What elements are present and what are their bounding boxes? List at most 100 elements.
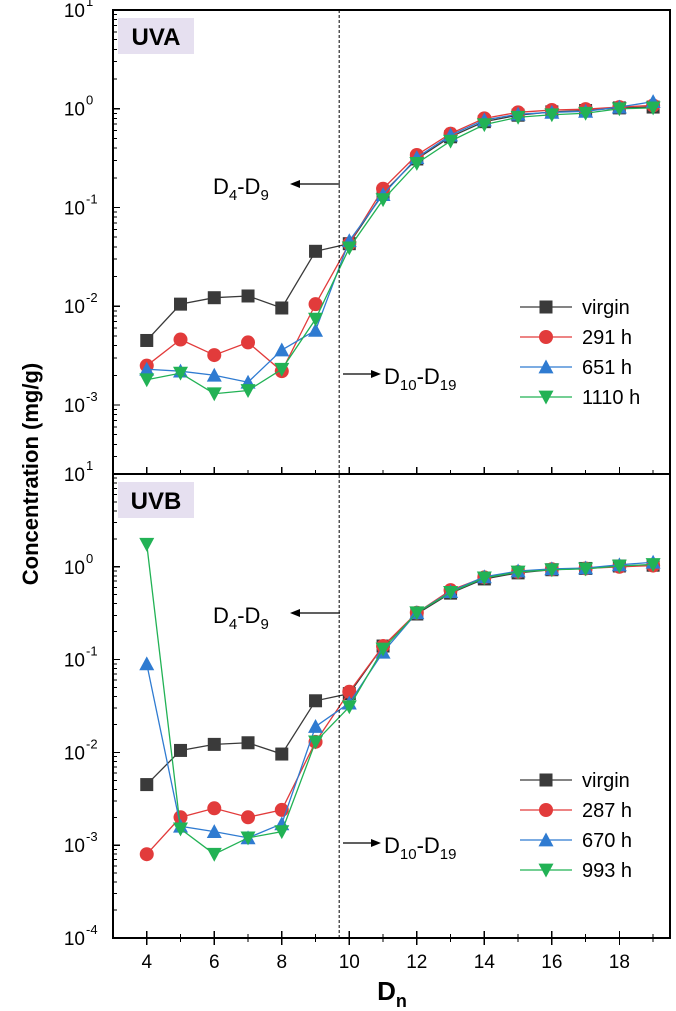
uvb-panel-legend-marker bbox=[539, 803, 553, 817]
uva-panel-legend-marker bbox=[539, 330, 553, 344]
uvb-panel-ann1-sub1: 4 bbox=[229, 616, 237, 633]
uvb-panel-x-tick-label: 12 bbox=[406, 952, 427, 973]
uvb-panel-y-tick-label: 10 bbox=[64, 929, 85, 950]
uva-panel-y-tick-base: 10 bbox=[64, 100, 85, 121]
uva-panel-y-tick-label: 10 bbox=[64, 1, 85, 22]
uvb-panel-y-tick-exp: 1 bbox=[86, 458, 93, 473]
uva-panel-point bbox=[308, 322, 324, 337]
uvb-panel-ann1-sub2: 9 bbox=[260, 616, 268, 633]
uva-panel-y-tick-exp: 0 bbox=[86, 93, 93, 108]
uva-panel-point bbox=[207, 348, 222, 363]
x-axis-label-sub: n bbox=[396, 991, 407, 1011]
uva-panel-point bbox=[341, 241, 357, 256]
x-axis-label-base: D bbox=[377, 976, 396, 1006]
uvb-panel-point bbox=[341, 700, 357, 715]
uva-panel-ann2-mid: -D bbox=[417, 364, 440, 389]
uva-panel-y-tick-base: 10 bbox=[64, 396, 85, 417]
uvb-panel-ann2-base: D bbox=[384, 833, 400, 858]
uva-panel-point bbox=[206, 387, 222, 402]
uvb-panel-label-box bbox=[118, 482, 194, 518]
uva-panel-legend-label: 1110 h bbox=[582, 387, 640, 409]
uvb-panel-y-tick-label: 10 bbox=[64, 558, 85, 579]
uvb-panel-series-line bbox=[146, 544, 654, 855]
uva-panel-ann1-base: D bbox=[213, 174, 229, 199]
uvb-panel-series-line bbox=[146, 564, 654, 786]
uva-panel-point bbox=[207, 291, 221, 305]
uvb-panel-y-tick-label: 10 bbox=[64, 836, 85, 857]
uvb-panel-point bbox=[409, 606, 425, 621]
uva-panel-y-tick-exp: -3 bbox=[86, 389, 98, 404]
uvb-panel-point bbox=[443, 586, 459, 600]
uva-panel-point bbox=[174, 297, 188, 311]
uvb-panel-label: UVB bbox=[131, 488, 182, 515]
uvb-panel-annotation-short: D4-D9 bbox=[213, 603, 269, 633]
uva-panel-y-tick-label: 10 bbox=[64, 396, 85, 417]
uva-panel-point bbox=[274, 342, 290, 357]
uvb-panel-point bbox=[308, 719, 324, 733]
uva-panel-ann1-sub1: 4 bbox=[229, 187, 237, 204]
uvb-panel-point bbox=[207, 801, 222, 816]
uvb-panel-point bbox=[174, 743, 188, 757]
uva-panel-legend-item-2: 651 h bbox=[520, 357, 632, 379]
uvb-panel-point bbox=[308, 735, 324, 750]
uvb-panel-x-tick-label: 10 bbox=[339, 952, 360, 973]
uvb-panel-y-tick-base: 10 bbox=[64, 929, 85, 950]
uvb-panel-legend-marker bbox=[539, 773, 553, 787]
uva-panel-point bbox=[308, 297, 323, 312]
uvb-panel-y-tick-exp: -1 bbox=[86, 644, 98, 659]
uvb-panel-x-tick-label: 8 bbox=[276, 952, 287, 973]
uvb-panel-annotation-long: D10-D19 bbox=[384, 833, 456, 863]
uva-panel-y-tick-base: 10 bbox=[64, 297, 85, 318]
uvb-panel-x-tick-label: 6 bbox=[209, 952, 220, 973]
uvb-panel-point bbox=[476, 571, 492, 586]
uvb-panel-y-tick-base: 10 bbox=[64, 465, 85, 486]
uva-panel-series-line bbox=[146, 104, 654, 373]
x-axis-label: Dn bbox=[377, 976, 407, 1011]
uva-panel-label-box bbox=[118, 18, 194, 54]
uva-panel-point bbox=[578, 106, 594, 121]
uva-panel-y-tick-label: 10 bbox=[64, 100, 85, 121]
uvb-panel-x-tick-label: 14 bbox=[474, 952, 496, 973]
uva-panel-series-line bbox=[146, 106, 654, 341]
uva-panel-point bbox=[375, 193, 391, 208]
uva-panel-y-tick-base: 10 bbox=[64, 1, 85, 22]
uva-panel-point bbox=[173, 366, 189, 381]
uvb-panel-point bbox=[510, 565, 526, 580]
uvb-panel-ann1-base: D bbox=[213, 603, 229, 628]
uva-panel-annotation-long: D10-D19 bbox=[384, 364, 456, 394]
uva-panel-series-line bbox=[146, 101, 654, 383]
uva-panel-y-tick-exp: -2 bbox=[86, 290, 98, 305]
uva-panel-point bbox=[611, 102, 627, 117]
uvb-panel-point bbox=[342, 684, 357, 699]
uvb-panel-legend-item-2: 670 h bbox=[520, 830, 632, 852]
uvb-panel-y-tick-exp: -4 bbox=[86, 922, 98, 937]
uva-panel-point bbox=[544, 108, 560, 123]
uvb-panel-y-tick-base: 10 bbox=[64, 558, 85, 579]
uva-panel-point bbox=[206, 367, 222, 382]
uva-panel-legend-item-0: virgin bbox=[520, 297, 630, 319]
uva-panel-y-tick-label: 10 bbox=[64, 297, 85, 318]
uvb-panel-legend-label: 993 h bbox=[582, 860, 632, 882]
uvb-panel-legend-marker bbox=[538, 863, 554, 878]
uva-panel-point bbox=[275, 301, 289, 315]
uva-panel-annotation-short: D4-D9 bbox=[213, 174, 269, 204]
uva-panel-point bbox=[409, 156, 425, 171]
uva-panel-arrow-right-head bbox=[371, 370, 381, 378]
uva-panel-point bbox=[510, 110, 526, 125]
uvb-panel-y-tick-exp: 0 bbox=[86, 551, 93, 566]
uvb-panel-legend-label: 287 h bbox=[582, 800, 632, 822]
uvb-panel-point bbox=[274, 825, 290, 840]
uva-panel-point bbox=[241, 289, 255, 303]
uvb-panel-point bbox=[139, 656, 155, 671]
uva-panel-point bbox=[308, 312, 324, 327]
uvb-panel-series-line bbox=[146, 561, 654, 839]
uva-panel-point bbox=[645, 101, 661, 116]
uva-panel-arrow-left-head bbox=[290, 180, 300, 188]
uvb-panel-y-tick-label: 10 bbox=[64, 465, 85, 486]
uvb-panel-point bbox=[139, 537, 155, 552]
uvb-panel-x-tick-label: 16 bbox=[541, 952, 562, 973]
uvb-panel-point bbox=[206, 847, 222, 862]
uvb-panel-arrow-left-head bbox=[290, 609, 300, 617]
